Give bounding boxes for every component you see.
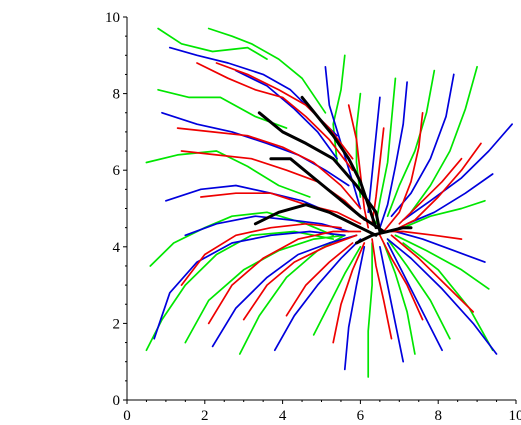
series-line-blue bbox=[235, 69, 338, 160]
series-line-green bbox=[312, 245, 362, 336]
x-tick-label: 8 bbox=[434, 408, 442, 424]
series-line-red bbox=[390, 142, 482, 233]
series-line-green bbox=[332, 54, 346, 164]
x-tick-label: 10 bbox=[509, 408, 521, 424]
series-line-blue bbox=[386, 238, 498, 355]
series-line-blue bbox=[343, 245, 366, 371]
series-line-red bbox=[347, 104, 370, 229]
series-line-black bbox=[355, 226, 413, 245]
y-tick-label: 10 bbox=[105, 10, 120, 26]
series-line-red bbox=[332, 242, 366, 344]
series-line-red bbox=[382, 111, 424, 233]
series-line-blue bbox=[386, 242, 443, 352]
y-tick-label: 6 bbox=[113, 163, 121, 179]
series-line-blue bbox=[402, 123, 513, 221]
series-line-red bbox=[207, 230, 362, 325]
series-line-blue bbox=[211, 234, 358, 348]
series-line-green bbox=[367, 242, 373, 378]
x-tick-label: 2 bbox=[201, 408, 209, 424]
series-line-green bbox=[375, 77, 397, 225]
series-line-red bbox=[398, 157, 463, 225]
series-line-blue bbox=[165, 184, 354, 225]
series-line-green bbox=[145, 150, 311, 198]
series-line-red bbox=[176, 127, 362, 210]
series-line-green bbox=[207, 27, 327, 114]
y-tick-label: 0 bbox=[113, 393, 121, 409]
series-line-red bbox=[371, 238, 393, 340]
series-line-green bbox=[382, 242, 416, 355]
y-ticks: 0 2 4 6 8 10 bbox=[105, 10, 127, 409]
series-line-black bbox=[300, 95, 378, 230]
y-tick-label: 4 bbox=[113, 240, 121, 256]
series-line-green bbox=[149, 211, 335, 267]
series-line-red bbox=[180, 150, 366, 221]
series-line-blue bbox=[367, 96, 381, 214]
x-tick-label: 6 bbox=[357, 408, 365, 424]
series-line-red bbox=[242, 234, 358, 321]
y-tick-label: 8 bbox=[113, 87, 121, 103]
series-line-green bbox=[394, 234, 490, 290]
series-line-green bbox=[238, 234, 346, 355]
series-line-green bbox=[386, 69, 436, 218]
series-line-red bbox=[180, 222, 342, 286]
series-layer bbox=[145, 27, 513, 378]
series-line-red bbox=[196, 62, 354, 172]
series-line-blue bbox=[184, 215, 350, 237]
axes: 0 2 4 6 8 10 0 2 4 6 8 10 bbox=[105, 10, 521, 424]
x-tick-label: 0 bbox=[123, 408, 131, 424]
y-tick-label: 2 bbox=[113, 316, 121, 332]
series-line-green bbox=[410, 65, 478, 214]
series-line-blue bbox=[161, 111, 350, 187]
series-line-blue bbox=[379, 245, 405, 363]
series-line-green bbox=[402, 199, 486, 229]
series-line-red bbox=[379, 234, 424, 321]
series-line-green bbox=[157, 88, 288, 129]
series-line-red bbox=[390, 234, 475, 313]
series-line-black bbox=[253, 203, 378, 237]
series-line-green bbox=[402, 242, 494, 352]
series-line-blue bbox=[394, 230, 486, 263]
series-line-green bbox=[157, 27, 268, 60]
series-line-green bbox=[386, 238, 451, 340]
series-line-red bbox=[285, 242, 354, 317]
series-line-black bbox=[257, 111, 382, 233]
series-line-blue bbox=[153, 230, 346, 340]
series-line-blue bbox=[406, 173, 494, 225]
series-line-red bbox=[200, 192, 362, 225]
series-line-green bbox=[145, 230, 335, 352]
series-line-blue bbox=[273, 238, 362, 352]
series-line-black bbox=[269, 157, 386, 233]
series-line-red bbox=[215, 62, 354, 160]
series-line-blue bbox=[379, 81, 408, 229]
x-tick-label: 4 bbox=[279, 408, 287, 424]
x-ticks: 0 2 4 6 8 10 bbox=[123, 400, 521, 424]
